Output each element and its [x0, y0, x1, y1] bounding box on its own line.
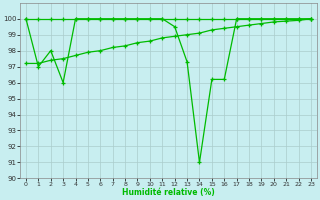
X-axis label: Humidité relative (%): Humidité relative (%) [122, 188, 215, 197]
